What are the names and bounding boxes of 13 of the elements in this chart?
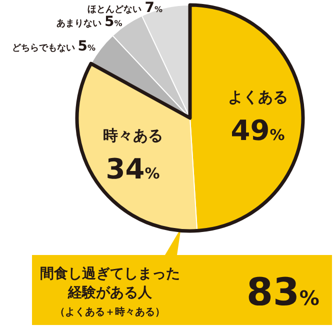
- slice-label: どちらでもない: [12, 43, 75, 54]
- data-label: 5%: [104, 14, 122, 30]
- data-label: 7%: [144, 0, 162, 16]
- slice-label: ほとんどない: [88, 5, 142, 15]
- text: 83%: [246, 270, 320, 314]
- slice-label: あまりない: [56, 19, 102, 29]
- data-label: 5%: [78, 38, 96, 54]
- data-label: 34%: [106, 152, 160, 186]
- slice-label: 時々ある: [102, 126, 163, 144]
- data-label: 49%: [230, 114, 285, 147]
- text: 間食し過ぎてしまった経験がある人: [40, 266, 180, 301]
- slice-label: よくある: [228, 88, 288, 106]
- text: （よくある＋時々ある）: [55, 306, 165, 318]
